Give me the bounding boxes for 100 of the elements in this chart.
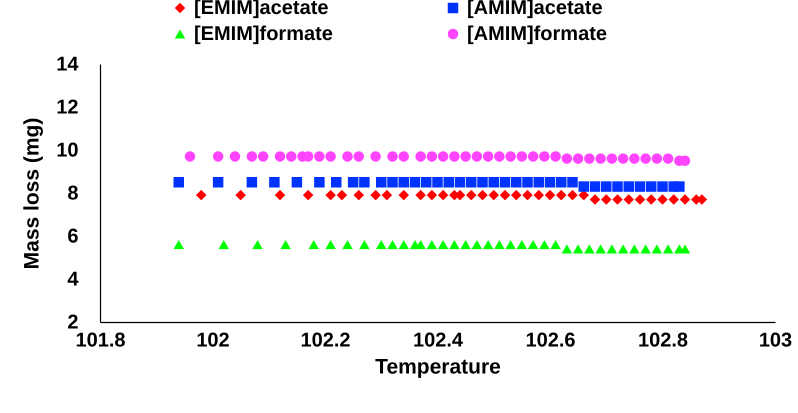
point [680, 194, 690, 205]
point [454, 177, 466, 188]
point [415, 151, 426, 162]
point [325, 190, 336, 200]
point [572, 153, 584, 164]
point [500, 177, 510, 188]
point [370, 151, 381, 162]
y-tick-label: 8 [67, 182, 78, 204]
point [516, 151, 528, 162]
point [438, 151, 448, 162]
point [460, 151, 471, 162]
x-tick-label: 102.6 [525, 330, 576, 352]
point [426, 240, 438, 250]
point [258, 151, 268, 162]
point [359, 177, 370, 188]
y-tick-label: 12 [56, 96, 78, 118]
point [634, 181, 646, 192]
point [601, 194, 612, 205]
point [482, 240, 494, 250]
point [652, 244, 662, 254]
point [252, 240, 263, 250]
x-axis-title: Temperature [375, 356, 501, 378]
point [331, 177, 342, 188]
point [534, 177, 544, 188]
point [595, 244, 606, 254]
point [336, 190, 348, 200]
x-tick-label: 102.2 [300, 330, 351, 352]
point [387, 177, 398, 188]
point [274, 151, 286, 162]
point [477, 177, 488, 188]
y-tick-label: 14 [56, 54, 80, 76]
point [584, 244, 595, 254]
point [398, 190, 409, 200]
point [494, 240, 505, 250]
point [376, 177, 386, 188]
point [522, 177, 533, 188]
point [674, 181, 685, 192]
point [354, 151, 364, 162]
point [624, 181, 634, 192]
point [640, 244, 651, 254]
y-tick-label: 4 [67, 268, 80, 290]
point [550, 151, 561, 162]
point [174, 240, 184, 250]
point [482, 151, 494, 162]
point [421, 177, 432, 188]
y-axis-title: Mass loss (mg) [20, 118, 44, 270]
point [449, 151, 460, 162]
point [246, 151, 258, 162]
point [657, 194, 668, 205]
point [302, 190, 314, 200]
point [398, 151, 409, 162]
point [662, 244, 674, 254]
point [511, 190, 522, 200]
y-tick-label: 6 [67, 226, 78, 248]
point [668, 194, 679, 205]
point [590, 194, 600, 205]
point [370, 190, 381, 200]
point [528, 240, 538, 250]
point [342, 240, 353, 250]
point [235, 190, 246, 200]
point [426, 190, 438, 200]
x-tick-label: 102.4 [412, 330, 464, 352]
point [544, 190, 556, 200]
point [472, 240, 482, 250]
point [325, 151, 336, 162]
point [516, 240, 528, 250]
point [387, 240, 398, 250]
point [562, 244, 572, 254]
point [612, 181, 623, 192]
point [314, 177, 325, 188]
point [415, 190, 426, 200]
point [500, 190, 510, 200]
point [218, 240, 229, 250]
point [292, 177, 302, 188]
point [460, 240, 471, 250]
point [398, 240, 409, 250]
point [274, 190, 286, 200]
point [539, 151, 550, 162]
point [528, 151, 538, 162]
point [511, 177, 522, 188]
point [286, 151, 296, 162]
point [438, 240, 448, 250]
point [382, 190, 392, 200]
point [640, 153, 651, 164]
point [601, 181, 612, 192]
point [629, 153, 640, 164]
point [556, 190, 566, 200]
point [534, 190, 544, 200]
x-tick-label: 103 [758, 330, 792, 352]
point [246, 177, 258, 188]
point [544, 177, 556, 188]
point [556, 177, 566, 188]
point [652, 153, 662, 164]
point [606, 153, 618, 164]
point [398, 177, 409, 188]
y-tick-label: 10 [56, 140, 78, 162]
point [567, 177, 578, 188]
point [590, 181, 600, 192]
point [624, 194, 634, 205]
point [212, 151, 224, 162]
